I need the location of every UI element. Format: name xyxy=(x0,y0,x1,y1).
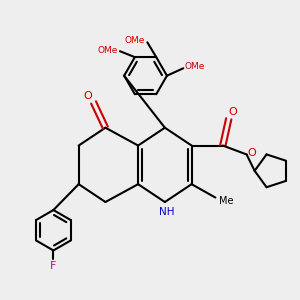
Text: OMe: OMe xyxy=(97,46,118,55)
Text: OMe: OMe xyxy=(184,62,205,71)
Text: Me: Me xyxy=(219,196,234,206)
Text: OMe: OMe xyxy=(125,36,145,45)
Text: O: O xyxy=(248,148,256,158)
Text: O: O xyxy=(84,91,93,101)
Text: F: F xyxy=(50,261,57,271)
Text: NH: NH xyxy=(159,206,174,217)
Text: O: O xyxy=(229,107,238,117)
